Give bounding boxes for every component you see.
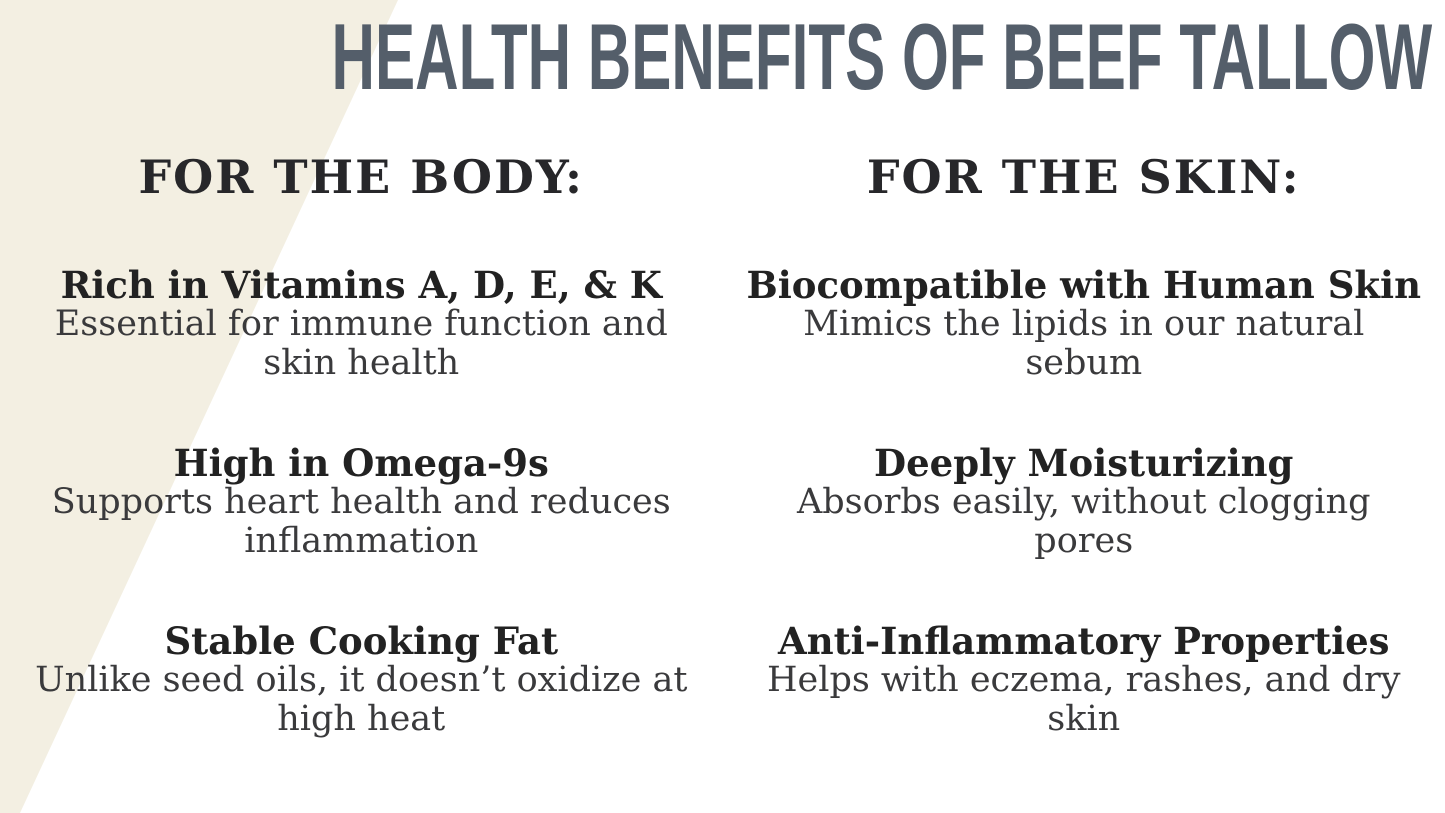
benefit-description: Unlike seed oils, it doesn’t oxidize at … [35,660,688,740]
benefit-heading: Stable Cooking Fat [164,619,559,664]
benefit-heading: High in Omega-9s [173,441,549,486]
benefit-description: Supports heart health and reduces inflam… [51,482,671,562]
benefit-item-vitamins: Rich in Vitamins A, D, E, & K Essential … [20,265,703,383]
benefit-description: Absorbs easily, without clogging pores [796,482,1371,562]
benefit-heading: Anti-Inflammatory Properties [777,619,1390,664]
benefit-heading: Biocompatible with Human Skin [746,263,1422,308]
benefit-heading: Rich in Vitamins A, D, E, & K [60,263,662,308]
column-body: FOR THE BODY: Rich in Vitamins A, D, E, … [0,150,723,739]
column-header-skin: FOR THE SKIN: [866,150,1301,204]
benefit-columns: FOR THE BODY: Rich in Vitamins A, D, E, … [0,150,1445,739]
title-bar: HEALTH BENEFITS OF BEEF TALLOW [0,10,1445,104]
column-skin: FOR THE SKIN: Biocompatible with Human S… [723,150,1445,739]
benefit-item-biocompatible: Biocompatible with Human Skin Mimics the… [743,265,1426,383]
slide-content: HEALTH BENEFITS OF BEEF TALLOW FOR THE B… [0,10,1445,813]
benefit-description: Essential for immune function and skin h… [54,304,668,384]
benefit-heading: Deeply Moisturizing [874,441,1294,486]
column-header-body: FOR THE BODY: [138,150,585,204]
benefit-description: Helps with eczema, rashes, and dry skin [767,660,1401,740]
benefit-item-anti-inflammatory: Anti-Inflammatory Properties Helps with … [743,621,1426,739]
benefit-item-omega: High in Omega-9s Supports heart health a… [20,443,703,561]
benefit-item-cooking-fat: Stable Cooking Fat Unlike seed oils, it … [20,621,703,739]
page-title: HEALTH BENEFITS OF BEEF TALLOW [331,4,1433,109]
benefit-description: Mimics the lipids in our natural sebum [803,304,1365,384]
benefit-item-moisturizing: Deeply Moisturizing Absorbs easily, with… [743,443,1426,561]
